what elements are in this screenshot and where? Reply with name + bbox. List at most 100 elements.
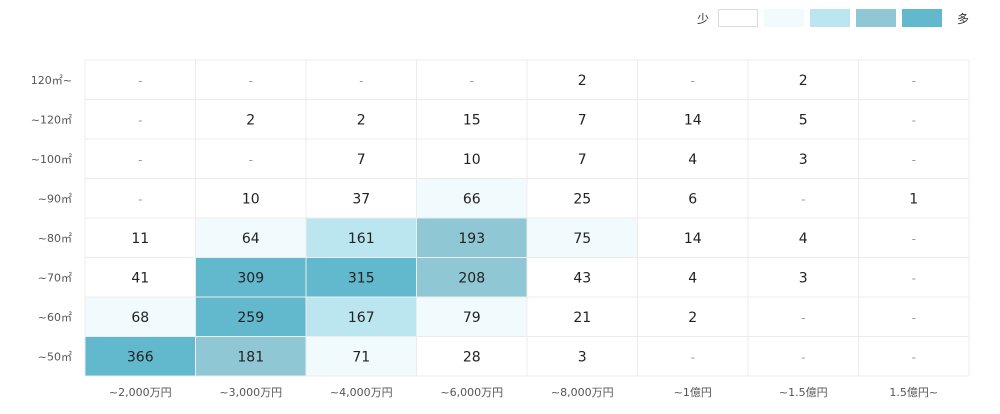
heatmap-cell bbox=[306, 297, 417, 337]
heatmap-cell bbox=[637, 178, 748, 218]
cell-value-label: 208 bbox=[458, 270, 485, 286]
cell-value-label: 28 bbox=[463, 349, 481, 365]
heatmap-cell bbox=[527, 336, 638, 376]
heatmap-cell bbox=[195, 60, 306, 100]
heatmap-cell bbox=[195, 178, 306, 218]
cell-value-label: 167 bbox=[348, 310, 375, 326]
y-tick-label: ~80㎡ bbox=[38, 232, 72, 245]
cell-value-label: 193 bbox=[458, 231, 485, 247]
heatmap-cell bbox=[858, 99, 969, 139]
heatmap-cell bbox=[416, 336, 527, 376]
cell-value-label: 25 bbox=[573, 191, 591, 207]
heatmap-cell bbox=[306, 99, 417, 139]
cell-value-label: 7 bbox=[578, 152, 587, 168]
cell-value-label: - bbox=[138, 153, 142, 167]
cell-value-label: - bbox=[801, 350, 805, 364]
heatmap-cell bbox=[527, 257, 638, 297]
heatmap-cell bbox=[748, 139, 859, 179]
heatmap-cell bbox=[858, 178, 969, 218]
heatmap-cell bbox=[527, 218, 638, 258]
cell-value-label: 75 bbox=[573, 231, 591, 247]
heatmap-cell bbox=[858, 336, 969, 376]
heatmap-cell bbox=[416, 60, 527, 100]
y-tick-label: ~120㎡ bbox=[31, 113, 72, 126]
heatmap-cell bbox=[195, 99, 306, 139]
legend-swatch-1 bbox=[717, 9, 758, 27]
heatmap-cell bbox=[416, 178, 527, 218]
cell-value-label: 3 bbox=[799, 152, 808, 168]
heatmap-cell bbox=[527, 297, 638, 337]
cell-value-label: 181 bbox=[237, 349, 264, 365]
cell-value-label: 366 bbox=[127, 349, 154, 365]
cell-value-label: 7 bbox=[357, 152, 366, 168]
heatmap-cell bbox=[637, 60, 748, 100]
cell-value-label: 6 bbox=[688, 191, 697, 207]
cell-value-label: - bbox=[691, 350, 695, 364]
heatmap-cell bbox=[416, 99, 527, 139]
cell-value-label: - bbox=[912, 232, 916, 246]
cell-value-label: 71 bbox=[352, 349, 370, 365]
heatmap-cell bbox=[527, 60, 638, 100]
legend-swatch-5 bbox=[901, 9, 942, 27]
heatmap-cell bbox=[858, 218, 969, 258]
cell-value-label: 2 bbox=[799, 73, 808, 89]
legend-swatch-3 bbox=[809, 9, 850, 27]
y-tick-label: ~50㎡ bbox=[38, 350, 72, 363]
heatmap-cell bbox=[637, 257, 748, 297]
heatmap-cell bbox=[637, 139, 748, 179]
cell-value-label: 43 bbox=[573, 270, 591, 286]
heatmap-cell bbox=[195, 336, 306, 376]
x-tick-label: ~8,000万円 bbox=[551, 386, 614, 399]
y-tick-label: 120㎡~ bbox=[31, 74, 72, 87]
heatmap-cell bbox=[748, 178, 859, 218]
cell-value-label: 68 bbox=[131, 310, 149, 326]
heatmap-cell bbox=[748, 257, 859, 297]
cell-value-label: 37 bbox=[352, 191, 370, 207]
heatmap-cell bbox=[416, 257, 527, 297]
cell-value-label: 309 bbox=[237, 270, 264, 286]
heatmap-cell bbox=[306, 139, 417, 179]
x-tick-label: ~1.5億円 bbox=[779, 386, 828, 399]
cell-value-label: - bbox=[912, 350, 916, 364]
cell-value-label: - bbox=[912, 271, 916, 285]
heatmap-cell bbox=[748, 60, 859, 100]
heatmap-cell bbox=[637, 336, 748, 376]
cell-value-label: 10 bbox=[463, 152, 481, 168]
x-tick-label: ~3,000万円 bbox=[219, 386, 282, 399]
cell-value-label: - bbox=[912, 113, 916, 127]
heatmap-cell bbox=[748, 99, 859, 139]
heatmap-cell bbox=[85, 178, 196, 218]
cell-value-label: 161 bbox=[348, 231, 375, 247]
cell-value-label: 3 bbox=[799, 270, 808, 286]
cell-value-label: 15 bbox=[463, 112, 481, 128]
heatmap-cell bbox=[306, 178, 417, 218]
cell-value-label: 14 bbox=[684, 112, 702, 128]
heatmap-cell bbox=[416, 218, 527, 258]
heatmap-cell bbox=[195, 218, 306, 258]
cell-value-label: 64 bbox=[242, 231, 260, 247]
cell-value-label: 5 bbox=[799, 112, 808, 128]
cell-value-label: - bbox=[801, 311, 805, 325]
cell-value-label: - bbox=[912, 74, 916, 88]
heatmap-cell bbox=[637, 297, 748, 337]
cell-value-label: - bbox=[138, 74, 142, 88]
heatmap-cell bbox=[195, 139, 306, 179]
cell-value-label: - bbox=[691, 74, 695, 88]
cell-value-label: 3 bbox=[578, 349, 587, 365]
legend-low-label: 少 bbox=[696, 11, 709, 26]
heatmap-cell bbox=[306, 257, 417, 297]
cell-value-label: 2 bbox=[578, 73, 587, 89]
cell-value-label: 1 bbox=[909, 191, 918, 207]
heatmap-cell bbox=[748, 297, 859, 337]
cell-value-label: 41 bbox=[131, 270, 149, 286]
heatmap-cell bbox=[306, 60, 417, 100]
x-tick-label: ~1億円 bbox=[674, 386, 712, 399]
legend-high-label: 多 bbox=[956, 11, 969, 26]
heatmap-cell bbox=[85, 336, 196, 376]
cell-value-label: 10 bbox=[242, 191, 260, 207]
cell-value-label: 2 bbox=[246, 112, 255, 128]
cell-value-label: 14 bbox=[684, 231, 702, 247]
heatmap-cell bbox=[85, 297, 196, 337]
heatmap-cell bbox=[858, 297, 969, 337]
